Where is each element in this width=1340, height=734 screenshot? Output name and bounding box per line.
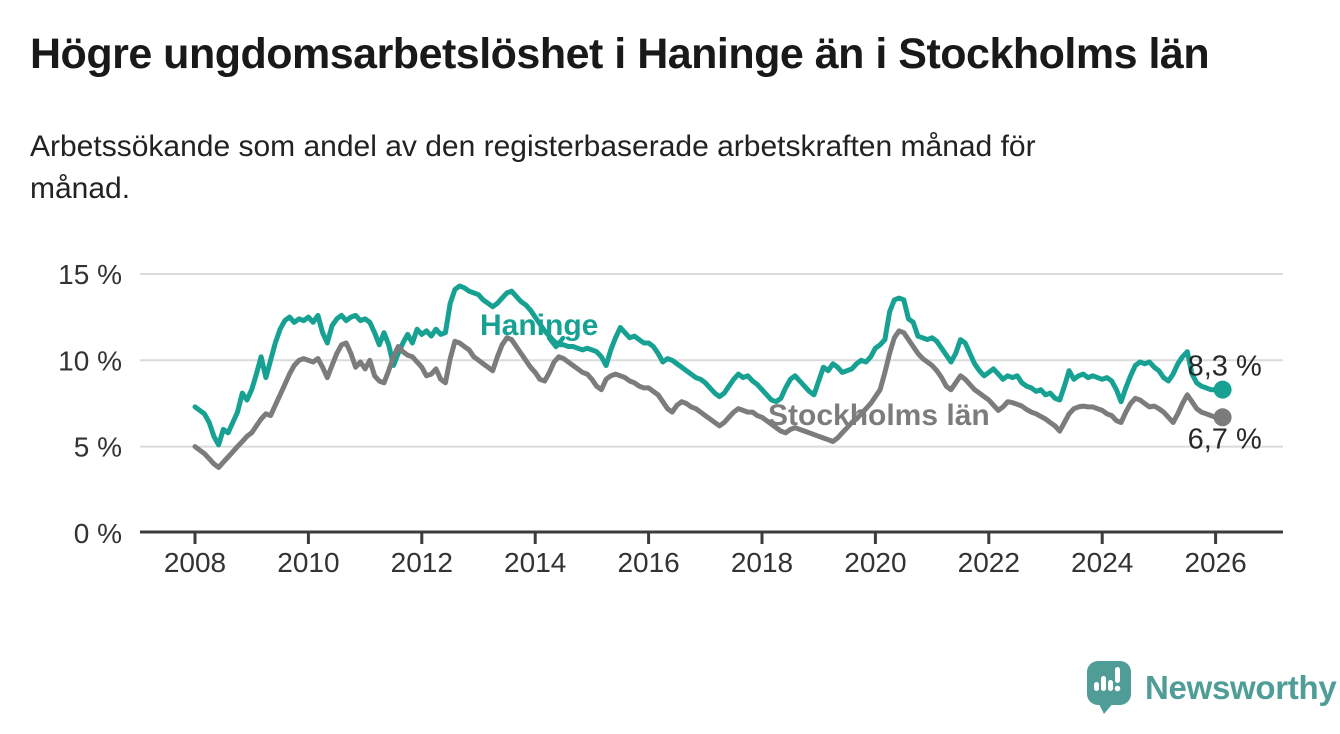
x-axis-tick-label: 2016 (617, 547, 679, 578)
page-title: Högre ungdomsarbetslöshet i Haninge än i… (30, 30, 1210, 78)
newsworthy-logo-icon (1087, 661, 1131, 714)
chart-subtitle-line-2: månad. (30, 172, 131, 205)
logo-bars-icon (1094, 667, 1121, 692)
y-axis-tick-label: 5 % (74, 432, 122, 463)
series-label-haninge: Haninge (480, 309, 598, 342)
end-value-label-haninge: 8,3 % (1188, 351, 1262, 383)
end-dot-haninge (1213, 380, 1232, 399)
x-axis-tick-label: 2014 (504, 547, 566, 578)
series-label-stockholms-lan: Stockholms län (768, 399, 990, 432)
end-dot-stockholms-lan (1213, 408, 1232, 427)
x-axis-tick-label: 2012 (391, 547, 453, 578)
haninge-label-pointer-caret (546, 335, 566, 350)
newsworthy-logo: Newsworthy (1086, 660, 1337, 716)
x-axis-tick-label: 2026 (1184, 547, 1246, 578)
logo-bubble-tail (1098, 702, 1114, 714)
newsworthy-logo-text: Newsworthy (1145, 669, 1337, 706)
x-axis-tick-label: 2022 (958, 547, 1020, 578)
end-value-label-stockholms-lan: 6,7 % (1188, 423, 1262, 455)
y-axis-tick-label: 10 % (58, 345, 122, 376)
chart-subtitle: Arbetssökande som andel av den registerb… (30, 126, 1250, 210)
x-axis-tick-label: 2020 (844, 547, 906, 578)
y-axis-tick-label: 15 % (58, 259, 122, 290)
x-axis-tick-label: 2008 (164, 547, 226, 578)
x-axis-tick-label: 2018 (731, 547, 793, 578)
x-axis-tick-label: 2010 (277, 547, 339, 578)
x-axis-tick-label: 2024 (1071, 547, 1133, 578)
y-axis-tick-label: 0 % (74, 518, 122, 549)
chart-subtitle-line-1: Arbetssökande som andel av den registerb… (30, 130, 1036, 163)
series-line-haninge (192, 283, 1219, 448)
series-line-stockholms-lan (192, 328, 1219, 470)
